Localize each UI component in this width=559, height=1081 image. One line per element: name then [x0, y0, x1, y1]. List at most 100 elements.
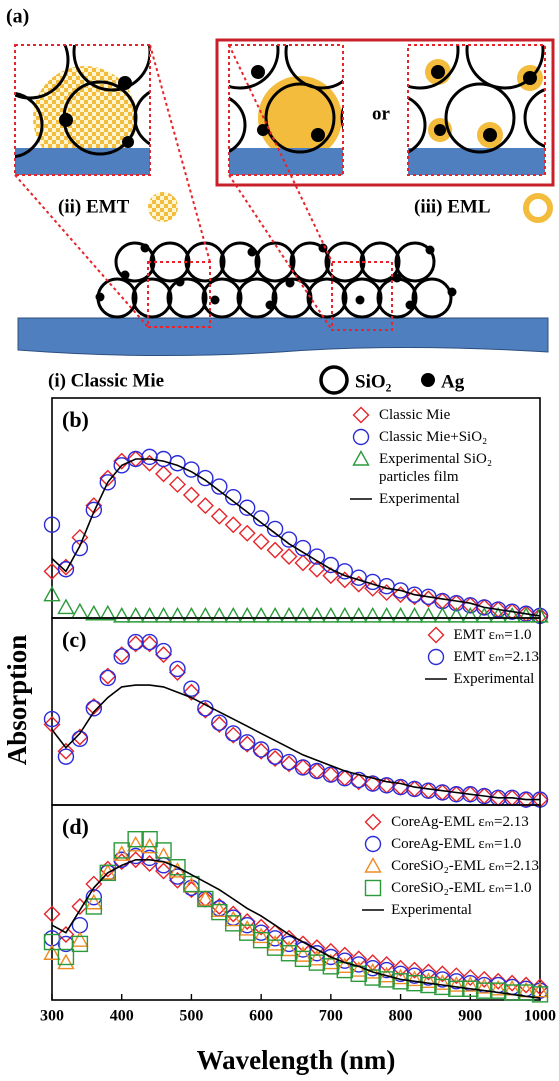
eml-legend-icon	[526, 196, 550, 220]
marker	[366, 859, 381, 873]
legend-label: CoreSiO₂-EML εₘ=1.0	[391, 879, 531, 897]
marker	[156, 647, 171, 662]
marker	[170, 608, 185, 622]
marker	[295, 541, 310, 556]
marker	[212, 509, 227, 524]
legend-entry: Experimental	[361, 901, 539, 919]
marker	[337, 608, 352, 622]
ag-particle	[426, 246, 435, 255]
mie-label: (i) Classic Mie	[48, 370, 164, 391]
marker	[86, 899, 101, 914]
marker	[337, 963, 352, 978]
marker	[254, 608, 269, 622]
legend-entry: Classic Mie+SiO₂	[349, 428, 539, 446]
marker	[282, 549, 297, 564]
legend-label: EMT εₘ=2.13	[454, 648, 540, 666]
marker	[435, 594, 450, 609]
ag-particle	[121, 271, 130, 280]
marker	[240, 608, 255, 622]
emt-legend-icon	[148, 192, 178, 222]
marker	[366, 881, 381, 896]
legend-label: Experimental	[379, 490, 460, 508]
figure: (a) (ii) EMT or (iii) EML (i) Classic Mi…	[0, 0, 559, 1081]
sio2-label: SiO₂	[355, 371, 392, 392]
marker	[114, 608, 129, 622]
marker	[354, 452, 369, 466]
ag-particle	[118, 76, 132, 90]
substrate	[18, 318, 548, 356]
marker	[421, 608, 436, 622]
legend-swatch	[424, 648, 448, 666]
ag-particle	[141, 244, 150, 253]
legend-entry: EMT εₘ=1.0	[424, 626, 540, 644]
marker	[58, 955, 73, 969]
marker	[351, 608, 366, 622]
legend-label: CoreSiO₂-EML εₘ=2.13	[391, 857, 539, 875]
marker	[268, 940, 283, 955]
marker	[156, 843, 171, 858]
sio2-particle	[308, 279, 346, 317]
marker	[198, 892, 213, 907]
marker	[58, 600, 73, 614]
x-tick-label: 600	[249, 1008, 273, 1025]
marker	[282, 936, 297, 951]
marker	[505, 976, 520, 991]
marker	[435, 785, 450, 800]
emt-inset	[0, 14, 195, 175]
legend-label: CoreAg-EML εₘ=1.0	[391, 835, 521, 853]
ag-particle	[266, 301, 275, 310]
marker	[142, 456, 157, 471]
experimental-line	[52, 685, 540, 800]
marker	[156, 858, 171, 873]
legend-entry: EMT εₘ=2.13	[424, 648, 540, 666]
ag-particle	[286, 279, 295, 288]
marker	[282, 608, 297, 622]
legend-swatch	[349, 428, 373, 446]
legend-entry: Experimental SiO₂ particles film	[349, 450, 539, 486]
marker	[295, 608, 310, 622]
legend-swatch	[361, 879, 385, 897]
marker	[268, 543, 283, 558]
marker	[226, 608, 241, 622]
panel-label: (d)	[62, 814, 89, 839]
x-tick-label: 300	[40, 1008, 64, 1025]
legend-label: Classic Mie+SiO₂	[379, 428, 487, 446]
legend-entry: Classic Mie	[349, 406, 539, 424]
sio2-particle	[168, 279, 206, 317]
x-tick-label: 500	[179, 1008, 203, 1025]
marker	[366, 837, 381, 852]
marker	[170, 661, 185, 676]
panel-label: (c)	[62, 627, 86, 652]
inset-substrate	[15, 148, 150, 175]
marker	[156, 608, 171, 622]
ag-particle	[96, 293, 105, 302]
marker	[198, 608, 213, 622]
marker	[86, 502, 101, 517]
marker	[354, 408, 369, 423]
marker	[184, 608, 199, 622]
x-tick-label: 800	[389, 1008, 413, 1025]
legend-entry: CoreSiO₂-EML εₘ=2.13	[361, 857, 539, 875]
marker	[435, 608, 450, 622]
marker	[156, 452, 171, 467]
marker	[421, 783, 436, 798]
panel-label: (a)	[6, 6, 29, 28]
legend-entry: CoreSiO₂-EML εₘ=1.0	[361, 879, 539, 897]
ag-particle	[176, 278, 185, 287]
legend-entry: Experimental	[349, 490, 539, 508]
legend-entry: CoreAg-EML εₘ=2.13	[361, 813, 539, 831]
ag-particle	[356, 296, 365, 305]
legend-swatch	[361, 901, 385, 919]
sio2-particle	[256, 243, 294, 281]
marker	[323, 558, 338, 573]
marker	[184, 488, 199, 503]
marker	[323, 608, 338, 622]
ag-particle	[59, 113, 73, 127]
ag-particle	[319, 244, 328, 253]
x-tick-label: 700	[319, 1008, 343, 1025]
y-axis-label: Absorption	[2, 635, 32, 766]
marker	[365, 608, 380, 622]
ag-legend-icon	[421, 373, 435, 387]
legend-label: Classic Mie	[379, 406, 450, 424]
marker	[212, 608, 227, 622]
